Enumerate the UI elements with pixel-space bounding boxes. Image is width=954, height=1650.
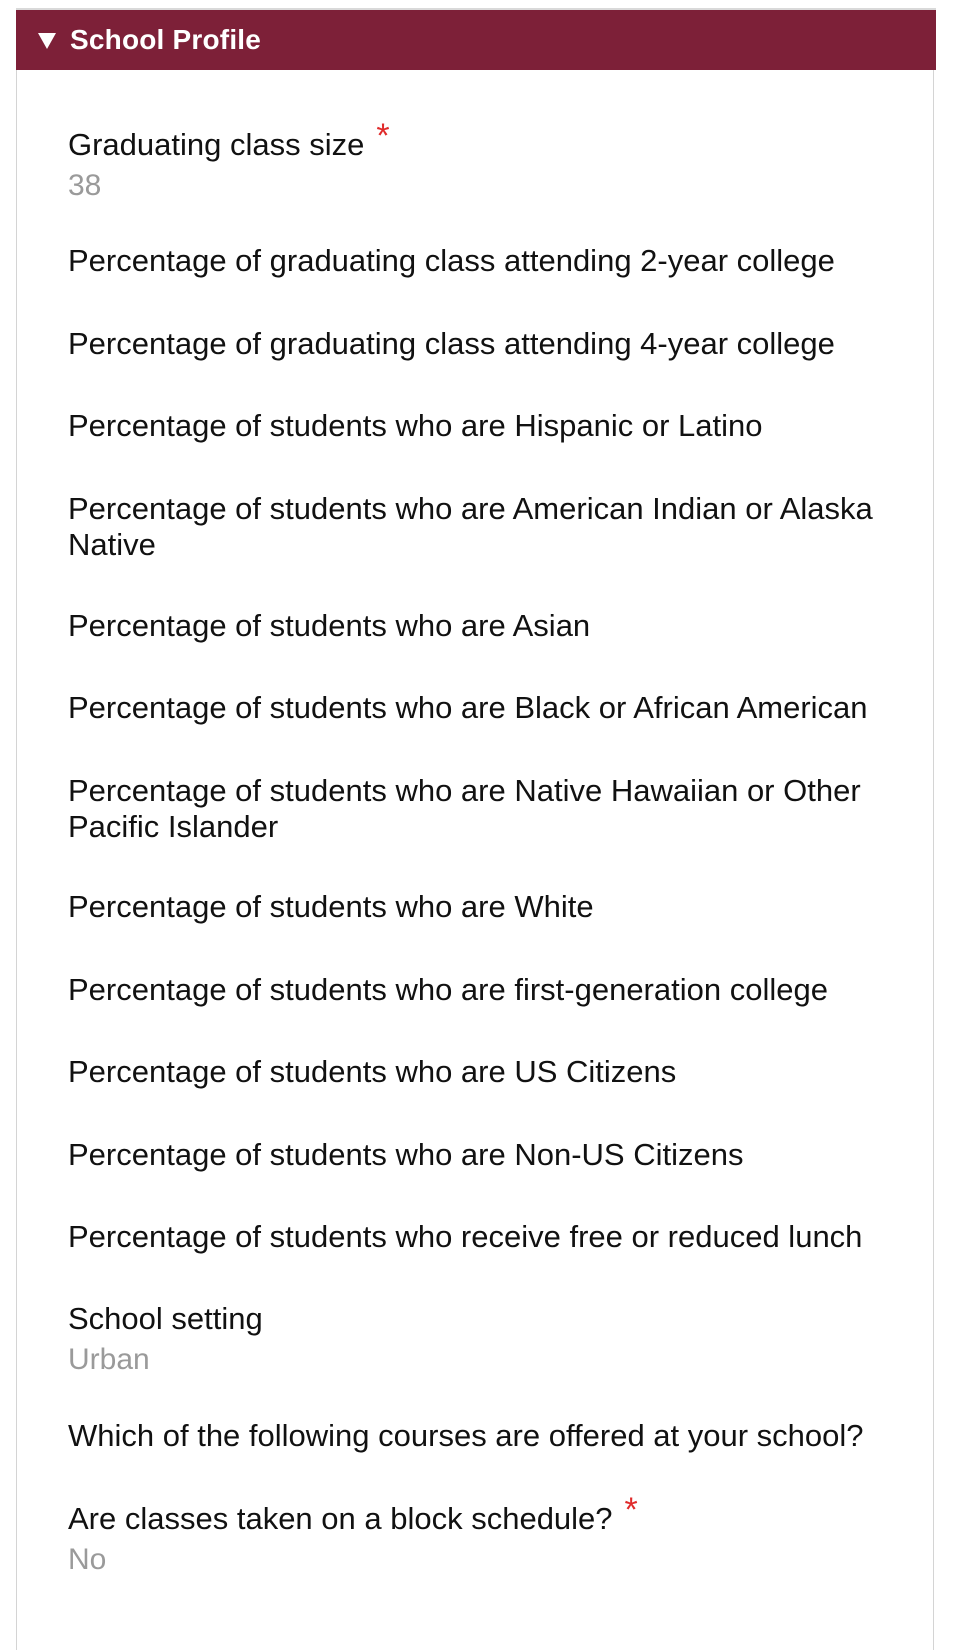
field-pct-white: Percentage of students who are White (68, 889, 888, 925)
required-asterisk: * (624, 1491, 638, 1529)
field-label: Percentage of students who are US Citize… (68, 1054, 677, 1089)
field-label: Percentage of students who are Native Ha… (68, 773, 861, 844)
field-value: Urban (68, 1343, 150, 1376)
field-label: Percentage of students who are Asian (68, 608, 591, 643)
field-pct-first-generation: Percentage of students who are first-gen… (68, 972, 888, 1008)
field-label: Percentage of graduating class attending… (68, 243, 835, 278)
field-label: Percentage of students who are American … (68, 491, 873, 562)
field-pct-free-reduced-lunch: Percentage of students who receive free … (68, 1219, 888, 1255)
field-label: Graduating class size * (68, 117, 390, 162)
field-label: Percentage of students who are White (68, 889, 594, 924)
field-pct-black: Percentage of students who are Black or … (68, 690, 888, 726)
required-asterisk: * (376, 117, 390, 155)
field-label: Percentage of students who are Non-US Ci… (68, 1137, 744, 1172)
field-school-setting: School setting Urban (68, 1301, 888, 1377)
field-pct-non-us-citizens: Percentage of students who are Non-US Ci… (68, 1137, 888, 1173)
field-value: No (68, 1543, 107, 1576)
field-block-schedule: Are classes taken on a block schedule? * … (68, 1491, 888, 1577)
field-label: Which of the following courses are offer… (68, 1418, 864, 1453)
field-label: Percentage of students who are Black or … (68, 690, 868, 725)
top-divider (16, 8, 936, 10)
field-label: Are classes taken on a block schedule? * (68, 1491, 638, 1536)
field-label: Percentage of graduating class attending… (68, 326, 835, 361)
section-panel (16, 10, 934, 1650)
field-label: Percentage of students who are Hispanic … (68, 408, 763, 443)
triangle-down-icon[interactable] (38, 33, 56, 49)
field-pct-asian: Percentage of students who are Asian (68, 608, 888, 644)
field-pct-2-year-college: Percentage of graduating class attending… (68, 243, 888, 279)
field-pct-native-hawaiian: Percentage of students who are Native Ha… (68, 773, 888, 845)
field-label: Percentage of students who are first-gen… (68, 972, 828, 1007)
field-pct-us-citizens: Percentage of students who are US Citize… (68, 1054, 888, 1090)
school-profile-section-header[interactable]: School Profile (16, 10, 936, 70)
section-title: School Profile (70, 24, 262, 55)
field-courses-offered: Which of the following courses are offer… (68, 1418, 888, 1454)
field-label: School setting (68, 1301, 263, 1336)
field-pct-4-year-college: Percentage of graduating class attending… (68, 326, 888, 362)
field-label: Percentage of students who receive free … (68, 1219, 863, 1254)
field-value: 38 (68, 169, 102, 202)
field-pct-american-indian: Percentage of students who are American … (68, 491, 888, 563)
field-graduating-class-size: Graduating class size * 38 (68, 117, 888, 203)
field-pct-hispanic-latino: Percentage of students who are Hispanic … (68, 408, 888, 444)
